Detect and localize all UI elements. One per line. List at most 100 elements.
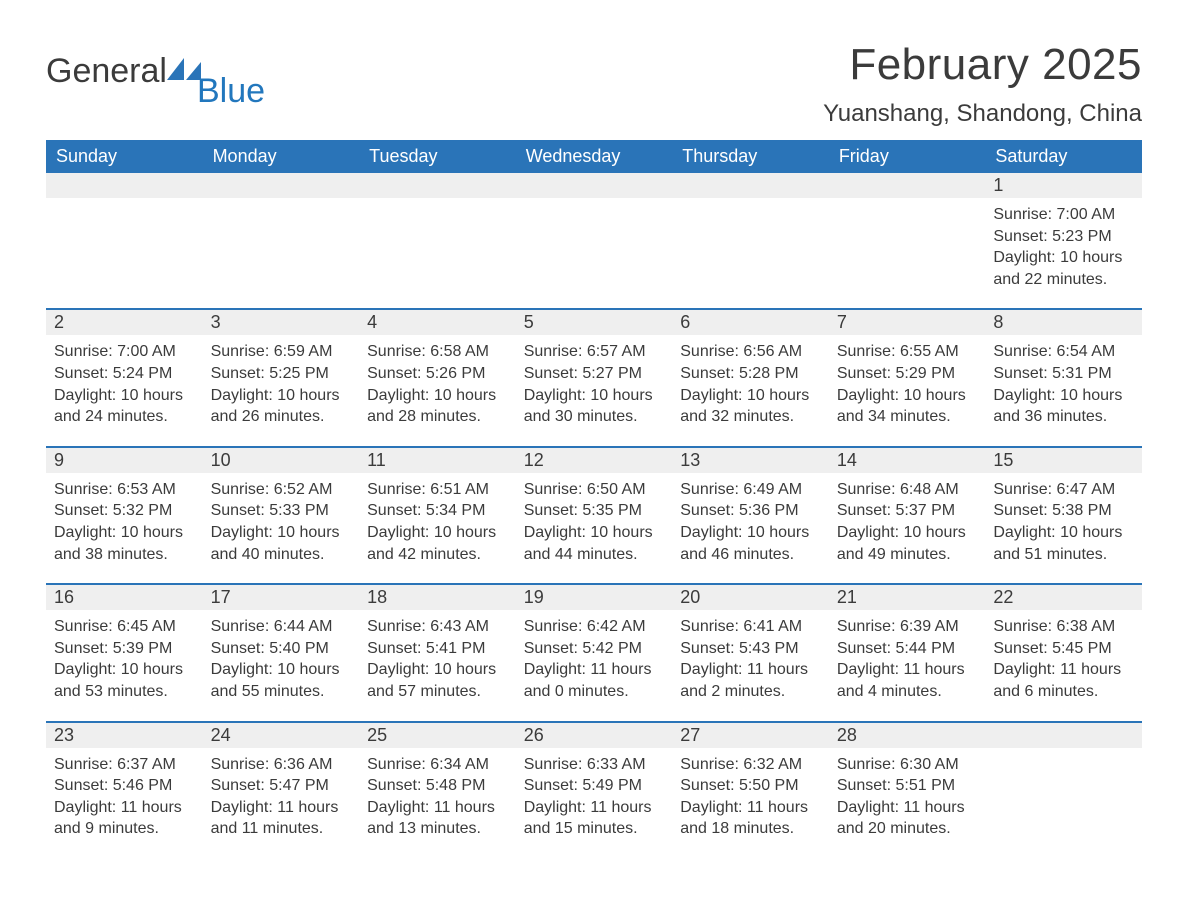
day-number-cell: 3 — [203, 309, 360, 335]
sunrise-line: Sunrise: 6:52 AM — [211, 479, 352, 501]
day-number-row: 2345678 — [46, 309, 1142, 335]
sunset-line: Sunset: 5:51 PM — [837, 775, 978, 797]
day-details-cell: Sunrise: 6:44 AMSunset: 5:40 PMDaylight:… — [203, 610, 360, 721]
daylight-line-2: and 34 minutes. — [837, 406, 978, 428]
sunset-line: Sunset: 5:23 PM — [993, 226, 1134, 248]
daylight-line-2: and 22 minutes. — [993, 269, 1134, 291]
day-number-cell: 19 — [516, 584, 673, 610]
logo-sail-icon — [167, 58, 201, 84]
daylight-line: Daylight: 10 hours — [993, 247, 1134, 269]
daylight-line: Daylight: 11 hours — [211, 797, 352, 819]
weekday-header: Tuesday — [359, 140, 516, 173]
sunset-line: Sunset: 5:36 PM — [680, 500, 821, 522]
logo-text-1: General — [46, 52, 167, 90]
daylight-line: Daylight: 11 hours — [680, 659, 821, 681]
daylight-line-2: and 42 minutes. — [367, 544, 508, 566]
weekday-header: Sunday — [46, 140, 203, 173]
day-details-cell: Sunrise: 6:34 AMSunset: 5:48 PMDaylight:… — [359, 748, 516, 858]
daylight-line-2: and 4 minutes. — [837, 681, 978, 703]
sunset-line: Sunset: 5:43 PM — [680, 638, 821, 660]
page-title: February 2025 — [823, 40, 1142, 90]
daylight-line: Daylight: 11 hours — [524, 659, 665, 681]
sunrise-line: Sunrise: 6:32 AM — [680, 754, 821, 776]
location: Yuanshang, Shandong, China — [823, 100, 1142, 128]
daylight-line-2: and 53 minutes. — [54, 681, 195, 703]
daylight-line-2: and 32 minutes. — [680, 406, 821, 428]
daylight-line-2: and 2 minutes. — [680, 681, 821, 703]
day-details-cell: Sunrise: 6:48 AMSunset: 5:37 PMDaylight:… — [829, 473, 986, 584]
day-number-row: 9101112131415 — [46, 447, 1142, 473]
sunset-line: Sunset: 5:26 PM — [367, 363, 508, 385]
daylight-line: Daylight: 10 hours — [211, 659, 352, 681]
day-number-cell: 28 — [829, 722, 986, 748]
daylight-line: Daylight: 10 hours — [993, 385, 1134, 407]
day-details-row: Sunrise: 6:45 AMSunset: 5:39 PMDaylight:… — [46, 610, 1142, 721]
day-number-cell: 5 — [516, 309, 673, 335]
daylight-line-2: and 38 minutes. — [54, 544, 195, 566]
daylight-line-2: and 26 minutes. — [211, 406, 352, 428]
daylight-line-2: and 55 minutes. — [211, 681, 352, 703]
day-details-cell: Sunrise: 6:47 AMSunset: 5:38 PMDaylight:… — [985, 473, 1142, 584]
sunset-line: Sunset: 5:40 PM — [211, 638, 352, 660]
daylight-line: Daylight: 10 hours — [524, 522, 665, 544]
sunrise-line: Sunrise: 6:49 AM — [680, 479, 821, 501]
logo: General Blue — [46, 40, 273, 88]
daylight-line-2: and 13 minutes. — [367, 818, 508, 840]
day-details-row: Sunrise: 6:53 AMSunset: 5:32 PMDaylight:… — [46, 473, 1142, 584]
day-number-cell: 10 — [203, 447, 360, 473]
sunrise-line: Sunrise: 6:45 AM — [54, 616, 195, 638]
daylight-line: Daylight: 10 hours — [367, 659, 508, 681]
day-details-cell: Sunrise: 6:41 AMSunset: 5:43 PMDaylight:… — [672, 610, 829, 721]
sunrise-line: Sunrise: 6:58 AM — [367, 341, 508, 363]
day-details-cell: Sunrise: 6:54 AMSunset: 5:31 PMDaylight:… — [985, 335, 1142, 446]
sunrise-line: Sunrise: 6:50 AM — [524, 479, 665, 501]
sunset-line: Sunset: 5:31 PM — [993, 363, 1134, 385]
day-number-cell — [46, 173, 203, 198]
day-number-cell: 12 — [516, 447, 673, 473]
sunset-line: Sunset: 5:44 PM — [837, 638, 978, 660]
day-number-row: 16171819202122 — [46, 584, 1142, 610]
sunrise-line: Sunrise: 7:00 AM — [993, 204, 1134, 226]
day-details-cell: Sunrise: 6:43 AMSunset: 5:41 PMDaylight:… — [359, 610, 516, 721]
weekday-header: Thursday — [672, 140, 829, 173]
weekday-header: Saturday — [985, 140, 1142, 173]
sunset-line: Sunset: 5:42 PM — [524, 638, 665, 660]
sunset-line: Sunset: 5:33 PM — [211, 500, 352, 522]
day-details-cell — [203, 198, 360, 309]
daylight-line-2: and 44 minutes. — [524, 544, 665, 566]
daylight-line: Daylight: 10 hours — [54, 385, 195, 407]
daylight-line-2: and 40 minutes. — [211, 544, 352, 566]
day-number-cell: 9 — [46, 447, 203, 473]
day-details-cell: Sunrise: 6:45 AMSunset: 5:39 PMDaylight:… — [46, 610, 203, 721]
daylight-line: Daylight: 10 hours — [367, 522, 508, 544]
day-details-row: Sunrise: 7:00 AMSunset: 5:23 PMDaylight:… — [46, 198, 1142, 309]
sunset-line: Sunset: 5:24 PM — [54, 363, 195, 385]
day-details-cell: Sunrise: 6:53 AMSunset: 5:32 PMDaylight:… — [46, 473, 203, 584]
sunset-line: Sunset: 5:38 PM — [993, 500, 1134, 522]
day-details-cell — [359, 198, 516, 309]
sunset-line: Sunset: 5:34 PM — [367, 500, 508, 522]
sunset-line: Sunset: 5:45 PM — [993, 638, 1134, 660]
sunrise-line: Sunrise: 6:43 AM — [367, 616, 508, 638]
daylight-line: Daylight: 11 hours — [367, 797, 508, 819]
daylight-line: Daylight: 10 hours — [211, 522, 352, 544]
daylight-line: Daylight: 10 hours — [524, 385, 665, 407]
day-number-cell — [985, 722, 1142, 748]
daylight-line-2: and 51 minutes. — [993, 544, 1134, 566]
day-number-cell: 13 — [672, 447, 829, 473]
day-details-cell: Sunrise: 6:39 AMSunset: 5:44 PMDaylight:… — [829, 610, 986, 721]
day-number-cell: 8 — [985, 309, 1142, 335]
day-details-cell: Sunrise: 6:51 AMSunset: 5:34 PMDaylight:… — [359, 473, 516, 584]
daylight-line-2: and 15 minutes. — [524, 818, 665, 840]
day-number-cell: 18 — [359, 584, 516, 610]
day-details-cell: Sunrise: 6:42 AMSunset: 5:42 PMDaylight:… — [516, 610, 673, 721]
sunrise-line: Sunrise: 6:38 AM — [993, 616, 1134, 638]
daylight-line: Daylight: 10 hours — [680, 522, 821, 544]
daylight-line: Daylight: 10 hours — [54, 659, 195, 681]
daylight-line: Daylight: 11 hours — [837, 797, 978, 819]
day-number-cell: 14 — [829, 447, 986, 473]
day-number-cell: 6 — [672, 309, 829, 335]
calendar-body: 1Sunrise: 7:00 AMSunset: 5:23 PMDaylight… — [46, 173, 1142, 858]
sunrise-line: Sunrise: 6:41 AM — [680, 616, 821, 638]
title-block: February 2025 Yuanshang, Shandong, China — [823, 40, 1142, 128]
